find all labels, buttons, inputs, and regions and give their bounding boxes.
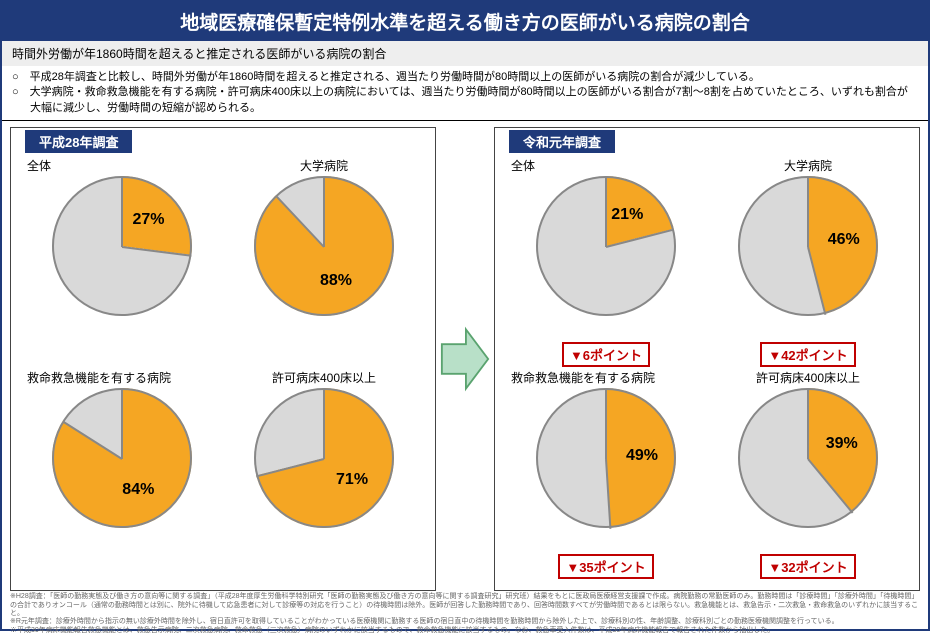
delta-box: ▼42ポイント [760,342,855,367]
pie-wrap: 84% [52,388,192,528]
chart-cell: 救命救急機能を有する病院 49% ▼35ポイント [505,369,707,581]
bullet-2: ○ 大学病院・救命救急機能を有する病院・許可病床400床以上の病院においては、週… [30,85,918,116]
subtitle: 時間外労働が年1860時間を超えると推定される医師がいる病院の割合 [2,41,928,66]
delta-box: ▼35ポイント [558,554,653,579]
chart-cell: 許可病床400床以上 71% [223,369,425,581]
chart-cell: 許可病床400床以上 39% ▼32ポイント [707,369,909,581]
chart-cell: 救命救急機能を有する病院 84% [21,369,223,581]
panel-right: 令和元年調査 全体 21% ▼6ポイント 大学病院 46% ▼42ポイント救命救急機能を有… [494,127,920,591]
footnotes: ※H28調査：「医師の勤務実態及び働き方の意向等に関する調査」（平成28年度厚生… [2,591,928,637]
bullet-1: ○ 平成28年調査と比較し、時間外労働が年1860時間を超えると推定される、週当… [30,70,918,85]
pie-wrap: 46% [738,176,878,316]
chart-label: 全体 [27,157,51,174]
chart-grid-left: 全体 27% 大学病院 88% 救命救急機能を有する病院 84% 許可病床400床以上 71% [11,153,435,585]
pie-value: 27% [133,211,165,229]
chart-label: 大学病院 [300,157,348,174]
chart-label: 救命救急機能を有する病院 [511,369,655,386]
chart-cell: 大学病院 88% [223,157,425,369]
chart-label: 許可病床400床以上 [272,369,376,386]
bullet-list: ○ 平成28年調査と比較し、時間外労働が年1860時間を超えると推定される、週当… [2,66,928,121]
panel-left: 平成28年調査 全体 27% 大学病院 88% 救命救急機能を有する病院 84% 許可病床4… [10,127,436,591]
chart-label: 大学病院 [784,157,832,174]
pie-wrap: 39% [738,388,878,528]
chart-label: 救命救急機能を有する病院 [27,369,171,386]
arrow-column [440,127,490,591]
pie-wrap: 27% [52,176,192,316]
pie-value: 21% [611,206,643,224]
chart-cell: 全体 27% [21,157,223,369]
pie-wrap: 49% [536,388,676,528]
delta-box: ▼32ポイント [760,554,855,579]
footnote-1: ※H28調査：「医師の勤務実態及び働き方の意向等に関する調査」（平成28年度厚生… [10,593,920,618]
chart-cell: 全体 21% ▼6ポイント [505,157,707,369]
chart-cell: 大学病院 46% ▼42ポイント [707,157,909,369]
delta-box: ▼6ポイント [562,342,650,367]
pie-value: 49% [626,447,658,465]
pie-value: 88% [320,272,352,290]
pie-wrap: 21% [536,176,676,316]
panel-left-title: 平成28年調査 [25,130,132,153]
pie-value: 39% [826,435,858,453]
pie-wrap: 88% [254,176,394,316]
footnote-2: ※R元年調査：診療外時間から指示の無い診療外時間を除外し、宿日直許可を取得してい… [10,618,920,626]
pie-value: 84% [122,481,154,499]
pie-value: 71% [336,471,368,489]
chart-grid-right: 全体 21% ▼6ポイント 大学病院 46% ▼42ポイント救命救急機能を有する病院 49%… [495,153,919,585]
page-title: 地域医療確保暫定特例水準を超える働き方の医師がいる病院の割合 [2,2,928,41]
panel-right-title: 令和元年調査 [509,130,615,153]
pie-wrap: 71% [254,388,394,528]
panels-row: 平成28年調査 全体 27% 大学病院 88% 救命救急機能を有する病院 84% 許可病床4… [2,121,928,591]
chart-label: 許可病床400床以上 [756,369,860,386]
arrow-icon [440,319,490,399]
chart-label: 全体 [511,157,535,174]
pie-value: 46% [828,231,860,249]
